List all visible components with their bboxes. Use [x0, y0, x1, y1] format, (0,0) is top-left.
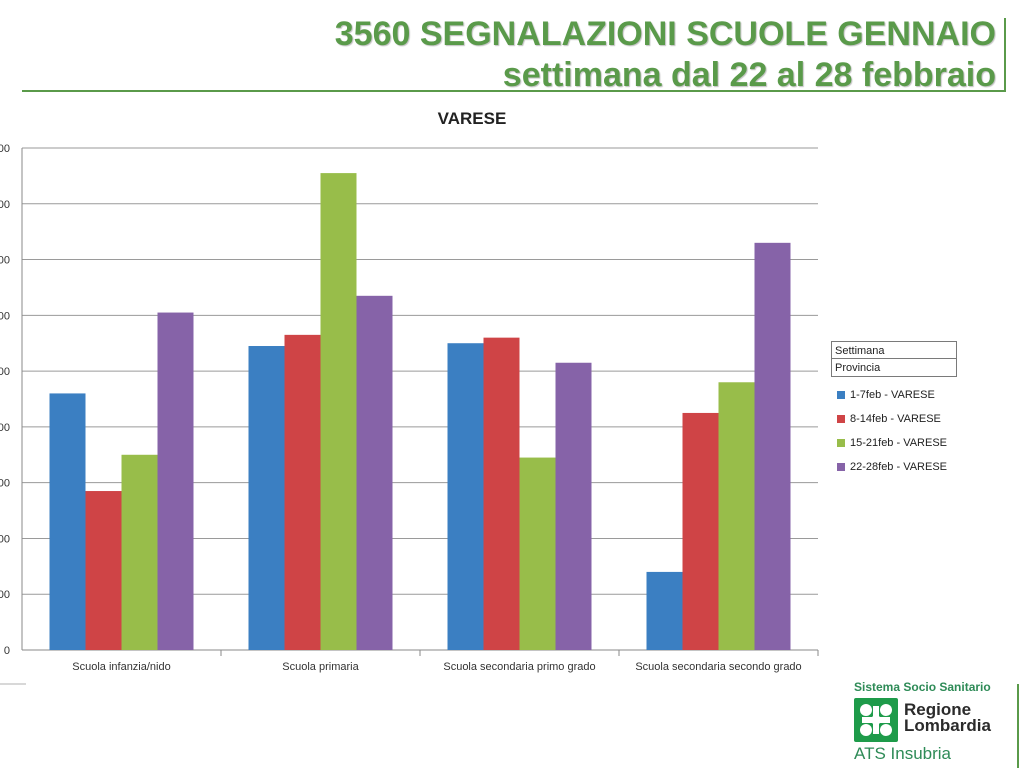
footer-divider: [1017, 684, 1019, 768]
bar: [754, 242, 791, 651]
bar: [49, 393, 86, 650]
bar: [682, 412, 719, 650]
x-tick-label: Scuola secondaria primo grado: [443, 661, 595, 673]
bar: [121, 454, 158, 650]
y-tick-label: 00: [0, 199, 10, 211]
bar: [284, 334, 321, 650]
legend-header-provincia: Provincia: [831, 359, 957, 377]
legend-label: 15-21feb - VARESE: [850, 437, 948, 449]
x-tick-label: Scuola secondaria secondo grado: [635, 661, 801, 673]
y-tick-label: 00: [0, 366, 10, 378]
chart-legend: Settimana Provincia 1-7feb - VARESE 8-14f…: [831, 341, 957, 479]
legend-item: 1-7feb - VARESE: [831, 383, 957, 407]
bar: [447, 343, 484, 650]
x-tick-label: Scuola infanzia/nido: [72, 661, 170, 673]
bar: [718, 382, 755, 650]
legend-label: 1-7feb - VARESE: [850, 389, 935, 401]
legend-swatch: [837, 415, 845, 423]
bar: [157, 312, 194, 650]
bar: [356, 295, 393, 650]
bar: [483, 337, 520, 650]
chart-title: VARESE: [438, 109, 507, 128]
y-tick-label: 00: [0, 478, 10, 490]
y-tick-label: 00: [0, 533, 10, 545]
brand-ats-label: ATS Insubria: [854, 744, 952, 763]
header-vertical-divider: [1004, 18, 1006, 92]
legend-swatch: [837, 391, 845, 399]
brand-block: Sistema Socio Sanitario Regione Lombardi…: [852, 680, 1022, 768]
legend-swatch: [837, 439, 845, 447]
legend-item: 22-28feb - VARESE: [831, 455, 957, 479]
legend-label: 22-28feb - VARESE: [850, 461, 948, 473]
legend-header-settimana: Settimana: [831, 341, 957, 359]
y-tick-label: 00: [0, 143, 10, 155]
header-divider: [22, 90, 1006, 92]
y-tick-label: 00: [0, 589, 10, 601]
legend-item: 8-14feb - VARESE: [831, 407, 957, 431]
page-title: 3560 SEGNALAZIONI SCUOLE GENNAIO: [334, 15, 996, 53]
brand-name-line2: Lombardia: [904, 716, 991, 735]
legend-item: 15-21feb - VARESE: [831, 431, 957, 455]
bar: [519, 457, 556, 650]
y-tick-label: 00: [0, 422, 10, 434]
legend-swatch: [837, 463, 845, 471]
legend-label: 8-14feb - VARESE: [850, 413, 941, 425]
bar: [646, 571, 683, 650]
page-subtitle: settimana dal 22 al 28 febbraio: [502, 56, 996, 94]
brand-system-label: Sistema Socio Sanitario: [854, 680, 991, 694]
bar: [320, 173, 357, 650]
bar: [85, 491, 122, 650]
y-tick-label: 00: [0, 255, 10, 267]
regione-lombardia-rose-icon: [854, 698, 898, 742]
brand-name: Regione Lombardia: [904, 700, 991, 735]
bar: [555, 362, 592, 650]
brand-name-line1: Regione: [904, 700, 972, 719]
y-tick-label: 0: [4, 645, 10, 657]
y-tick-label: 00: [0, 310, 10, 322]
bar: [248, 346, 285, 650]
x-tick-label: Scuola primaria: [282, 661, 359, 673]
